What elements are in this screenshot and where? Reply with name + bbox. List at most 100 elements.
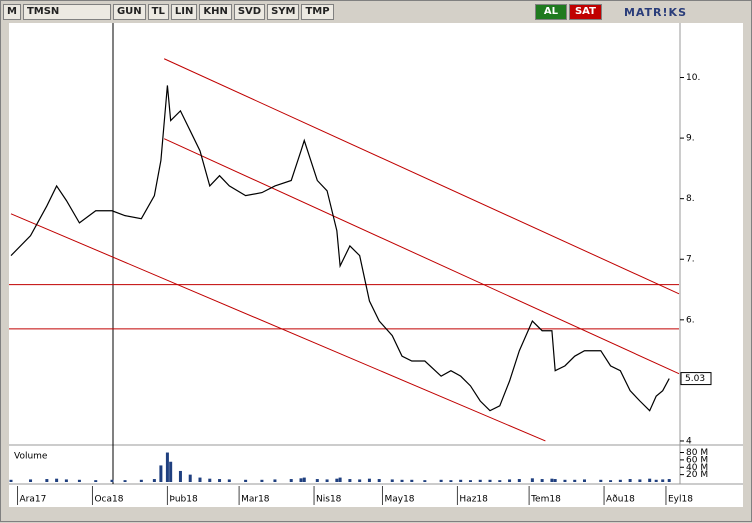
price-line [10, 85, 670, 412]
toolbar-button[interactable]: GUN [112, 4, 146, 20]
volume-bar [94, 480, 98, 482]
menu[interactable]: M [3, 4, 21, 20]
volume-bar [198, 477, 202, 482]
volume-bar [55, 478, 59, 482]
buttons: GUN TL LIN KHN SVD SYM TMP [112, 4, 334, 20]
toolbar-button[interactable]: TL [147, 4, 169, 20]
volume-bar [348, 479, 352, 482]
last-price: 5.03 [685, 374, 705, 384]
y-tick-label: 10. [686, 73, 700, 83]
y-tick-label: 40 M [686, 463, 708, 473]
x-tick-label: Mar18 [241, 495, 270, 505]
x-tick-label: Eyl18 [668, 495, 693, 505]
volume-bar [468, 480, 472, 482]
axis-bg [681, 23, 743, 485]
volume-bar [439, 479, 443, 482]
trend-line [163, 58, 680, 295]
y-tick-label: 6. [686, 315, 695, 325]
volume-bar [661, 479, 665, 482]
volume-bar [410, 479, 414, 482]
x-tick-label: Haz18 [459, 495, 488, 505]
panel-title: Volume [14, 452, 48, 462]
plot-bg [9, 23, 681, 485]
volume-bar [302, 477, 306, 482]
symbol[interactable]: TMSN [22, 4, 111, 20]
volume-bar [178, 470, 182, 482]
last-price-box [680, 372, 712, 386]
volume-bar [335, 478, 339, 482]
volume-bar [218, 479, 222, 482]
volume-bar [517, 479, 521, 482]
volume-bar [498, 480, 502, 482]
volume-bar [459, 479, 463, 482]
toolbar-button[interactable]: SVD [233, 4, 266, 20]
y-tick-label: 20 M [686, 470, 708, 480]
toolbar-button[interactable]: SYM [267, 4, 300, 20]
volume-bar [152, 479, 156, 482]
toolbar-button[interactable]: LIN [170, 4, 198, 20]
volume-bar [449, 480, 453, 482]
volume-bar [618, 479, 622, 482]
x-tick-label: Tem18 [530, 495, 561, 505]
y-tick-label: 9. [686, 134, 695, 144]
volume-bar [315, 479, 319, 482]
volume-bar [377, 479, 381, 482]
x-tick-label: Ara17 [20, 495, 47, 505]
volume-bar [227, 479, 231, 482]
volume-bar [609, 480, 613, 482]
x-tick-label: May18 [384, 495, 414, 505]
toolbar-button[interactable]: KHN [199, 4, 232, 20]
toolbar: M TMSN GUN TL LIN KHN SVD SYM TMP AL SAT MATR!… [3, 3, 749, 21]
volume-bar [654, 479, 658, 482]
volume-bar [488, 479, 492, 482]
volume-bar [244, 479, 248, 482]
volume-bar [423, 480, 427, 482]
volume-bar [583, 479, 587, 482]
volume-bar [550, 478, 554, 482]
x-tick-label: Aðu18 [606, 495, 635, 505]
y-tick-label: 7. [686, 255, 695, 265]
volume-bar [208, 478, 212, 482]
x-tick-label: Þub18 [169, 495, 198, 505]
volume-bar [260, 479, 264, 482]
volume-bar [667, 479, 671, 482]
volume-bar [478, 479, 482, 482]
volume-bar [169, 461, 173, 482]
y-tick-label: 4 [686, 436, 692, 446]
x-tick-label: Nis18 [316, 495, 342, 505]
volume-bar [45, 479, 49, 482]
brand: MATR!KS [623, 5, 687, 19]
y-tick-label: 60 M [686, 455, 708, 465]
toolbar-button[interactable]: TMP [301, 4, 334, 20]
trend-line [163, 138, 680, 375]
buy-button[interactable]: AL [534, 4, 567, 20]
volume-bar [273, 479, 277, 482]
y-tick-label: 80 M [686, 448, 708, 458]
volume-bar [530, 478, 534, 482]
x-tick-label: Oca18 [94, 495, 123, 505]
volume-bar [338, 477, 342, 482]
sell-button[interactable]: SAT [568, 4, 602, 20]
trend-line [10, 213, 546, 442]
volume-bar [64, 479, 68, 482]
volume-bar [110, 479, 114, 482]
volume-bar [77, 479, 81, 482]
volume-bar [123, 480, 127, 482]
volume-bar [648, 478, 652, 482]
volume-bar [29, 479, 33, 482]
volume-bar [553, 479, 557, 482]
volume-bar [599, 479, 603, 482]
y-tick-label: 8. [686, 194, 695, 204]
volume-bar [540, 479, 544, 482]
volume-bar [325, 479, 329, 482]
volume-bar [188, 474, 192, 482]
volume-bar [400, 479, 404, 482]
volume-bar [9, 479, 13, 482]
volume-bar [573, 479, 577, 482]
volume-bar [159, 465, 163, 482]
volume-bar [289, 479, 293, 482]
volume-bar [563, 479, 567, 482]
volume-bar [638, 479, 642, 482]
